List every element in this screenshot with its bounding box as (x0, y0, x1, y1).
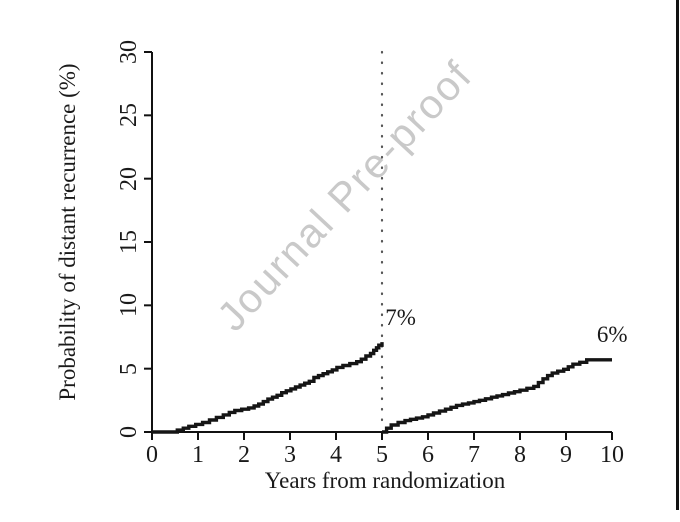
x-tick-label: 0 (146, 442, 158, 468)
five-year-value-label: 7% (385, 305, 416, 331)
km-curve-years-0-5 (152, 342, 384, 434)
x-tick-label: 5 (376, 442, 388, 468)
x-axis-title: Years from randomization (264, 468, 506, 493)
y-tick-label: 10 (116, 293, 142, 318)
y-tick-label: 15 (116, 230, 142, 254)
y-tick-label: 20 (116, 166, 142, 191)
x-tick-label: 8 (514, 442, 526, 468)
x-axis-ticks (151, 432, 613, 440)
x-tick-label: 10 (600, 442, 624, 468)
x-tick-label: 3 (284, 442, 296, 468)
y-tick-label: 0 (116, 426, 142, 438)
x-tick-label: 4 (330, 442, 342, 468)
y-axis-title: Probability of distant recurrence (%) (55, 63, 80, 401)
x-tick-label: 6 (422, 442, 434, 468)
ten-year-value-label: 6% (596, 321, 628, 347)
figure-right-border (676, 0, 679, 510)
y-tick-label: 25 (116, 103, 142, 128)
x-tick-label: 9 (560, 442, 572, 468)
x-tick-label: 2 (238, 442, 250, 468)
y-axis-ticks (144, 51, 152, 433)
km-curve-years-5-10 (382, 358, 612, 434)
y-tick-label: 30 (116, 40, 142, 64)
x-tick-label: 1 (192, 442, 204, 468)
y-tick-label: 5 (116, 362, 142, 375)
x-tick-label: 7 (468, 442, 480, 468)
